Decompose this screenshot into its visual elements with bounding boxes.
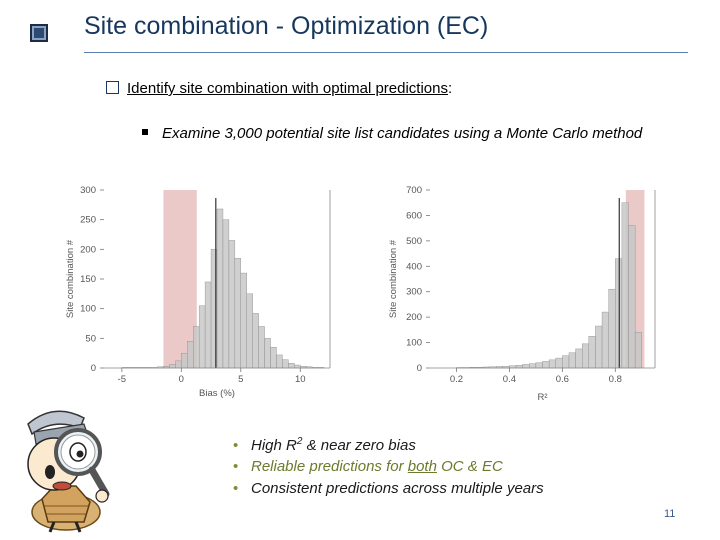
y-tick-label: 500 [406,236,422,247]
y-tick-label: 0 [91,363,96,374]
x-tick-label: 0.4 [503,374,516,385]
bullet-text: Consistent predictions across multiple y… [251,480,544,497]
y-tick-label: 100 [80,304,96,315]
y-tick-label: 100 [406,338,422,349]
x-tick-label: 0.6 [556,374,569,385]
page-number: 11 [664,508,676,520]
histogram-bar [562,355,570,369]
histogram-bar [555,357,563,369]
superscript: 2 [296,436,303,447]
x-tick-label: 0.2 [450,374,463,385]
bullet-text-underlined: both [407,458,437,475]
bullet-text: & near zero bias [302,437,416,454]
point-identify-text: Identify site combination with optimal p… [127,80,448,97]
histogram-bar [628,225,636,369]
summary-bullets: • High R2 & near zero bias • Reliable pred… [233,436,544,502]
histogram-bar [548,359,556,369]
y-axis-label: Site combination # [388,239,399,318]
x-tick-label: 0 [179,374,184,385]
y-tick-label: 300 [80,185,96,196]
detective-clipart-icon [27,410,110,533]
histogram-bar [615,258,623,369]
bullet-dot-icon: • [233,458,239,475]
histogram-bar [595,325,603,369]
x-tick-label: -5 [118,374,126,385]
y-tick-label: 200 [80,244,96,255]
point-identify-colon: : [448,80,453,97]
point-identify: Identify site combination with optimal p… [106,80,452,97]
point-examine-text: Examine 3,000 potential site list candid… [162,125,643,142]
x-tick-label: 10 [295,374,306,385]
bullet-text: OC & EC [436,458,503,475]
histogram-bar [601,311,609,369]
checkbox-bullet-icon [106,81,119,94]
bullet-text: High R [251,437,297,454]
x-tick-label: 5 [238,374,243,385]
histogram-bar [529,363,537,369]
y-tick-label: 700 [406,185,422,196]
y-tick-label: 200 [406,312,422,323]
histogram-bar [515,365,523,369]
histogram-bar [575,348,583,369]
bullet-high-r2: • High R2 & near zero bias [233,436,544,458]
highlight-band [163,190,197,368]
bullet-dot-icon: • [233,480,239,497]
title-bullet-icon [30,24,48,42]
y-tick-label: 50 [85,333,96,344]
y-tick-label: 150 [80,274,96,285]
bullet-consistent: • Consistent predictions across multiple … [233,480,544,502]
histogram-bar [621,202,629,369]
histogram-bar [634,332,642,369]
y-tick-label: 300 [406,287,422,298]
y-tick-label: 400 [406,261,422,272]
histogram-bar [582,343,590,369]
bullet-reliable: • Reliable predictions for both OC & EC [233,458,544,480]
x-tick-label: 0.8 [609,374,622,385]
x-axis-label: R² [537,392,547,403]
histogram-bar [542,361,550,369]
bullet-dot-icon: • [233,437,239,454]
y-axis-label: Site combination # [65,239,76,318]
y-tick-label: 250 [80,215,96,226]
histogram-bar [535,362,543,369]
slide-title: Site combination - Optimization (EC) [84,12,489,40]
x-axis-label: Bias (%) [199,388,235,399]
histogram-bar [588,336,596,369]
histogram-bar [522,364,530,369]
square-bullet-icon [142,129,148,135]
y-tick-label: 0 [417,363,422,374]
histogram-bar [568,352,576,369]
point-examine: Examine 3,000 potential site list candid… [142,125,642,142]
histogram-bar [608,288,616,369]
y-tick-label: 600 [406,210,422,221]
title-divider [84,52,688,53]
bullet-text: Reliable predictions for [251,458,408,475]
